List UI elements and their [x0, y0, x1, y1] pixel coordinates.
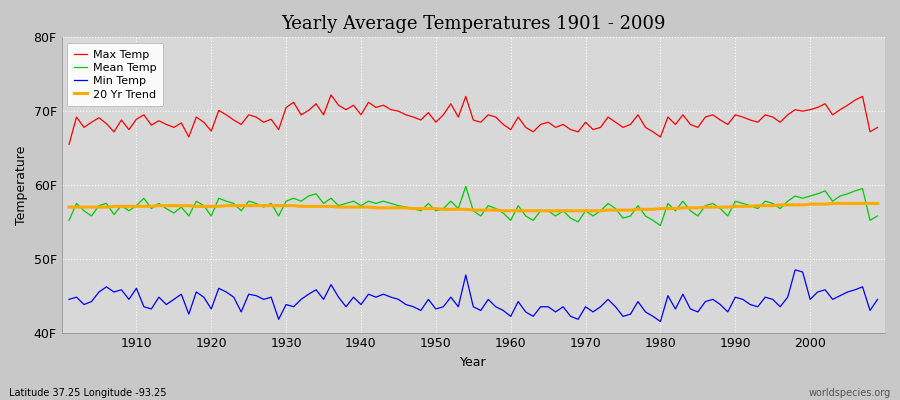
Max Temp — [872, 125, 883, 130]
Max Temp — [603, 115, 614, 120]
Title: Yearly Average Temperatures 1901 - 2009: Yearly Average Temperatures 1901 - 2009 — [281, 15, 665, 33]
Max Temp — [326, 92, 337, 97]
20 Yr Trend — [498, 208, 508, 213]
Line: Max Temp: Max Temp — [69, 95, 878, 144]
20 Yr Trend — [123, 204, 134, 209]
Mean Temp — [64, 218, 75, 223]
Min Temp — [790, 268, 801, 272]
20 Yr Trend — [827, 201, 838, 206]
Line: Mean Temp: Mean Temp — [69, 186, 878, 226]
Mean Temp — [333, 203, 344, 208]
Min Temp — [333, 295, 344, 300]
Mean Temp — [655, 223, 666, 228]
Min Temp — [595, 304, 606, 309]
Max Temp — [64, 142, 75, 147]
Min Temp — [288, 304, 299, 309]
20 Yr Trend — [603, 208, 614, 212]
Mean Temp — [123, 208, 134, 213]
Max Temp — [288, 100, 299, 105]
Mean Temp — [461, 184, 472, 189]
Min Temp — [123, 297, 134, 302]
Mean Temp — [603, 201, 614, 206]
X-axis label: Year: Year — [460, 356, 487, 369]
Max Temp — [340, 107, 351, 112]
Legend: Max Temp, Mean Temp, Min Temp, 20 Yr Trend: Max Temp, Mean Temp, Min Temp, 20 Yr Tre… — [68, 43, 163, 106]
Line: Min Temp: Min Temp — [69, 270, 878, 322]
20 Yr Trend — [505, 208, 516, 213]
20 Yr Trend — [333, 205, 344, 210]
Mean Temp — [872, 214, 883, 218]
20 Yr Trend — [288, 203, 299, 208]
Mean Temp — [505, 218, 516, 223]
20 Yr Trend — [872, 201, 883, 206]
Max Temp — [123, 127, 134, 132]
Max Temp — [513, 115, 524, 120]
Line: 20 Yr Trend: 20 Yr Trend — [69, 204, 878, 211]
Mean Temp — [513, 203, 524, 208]
Mean Temp — [288, 196, 299, 201]
Text: worldspecies.org: worldspecies.org — [809, 388, 891, 398]
20 Yr Trend — [64, 205, 75, 210]
Text: Latitude 37.25 Longitude -93.25: Latitude 37.25 Longitude -93.25 — [9, 388, 166, 398]
20 Yr Trend — [513, 208, 524, 213]
Min Temp — [872, 297, 883, 302]
Min Temp — [655, 319, 666, 324]
Y-axis label: Temperature: Temperature — [15, 145, 28, 225]
Min Temp — [64, 297, 75, 302]
Min Temp — [498, 308, 508, 313]
Max Temp — [505, 127, 516, 132]
Min Temp — [505, 314, 516, 319]
